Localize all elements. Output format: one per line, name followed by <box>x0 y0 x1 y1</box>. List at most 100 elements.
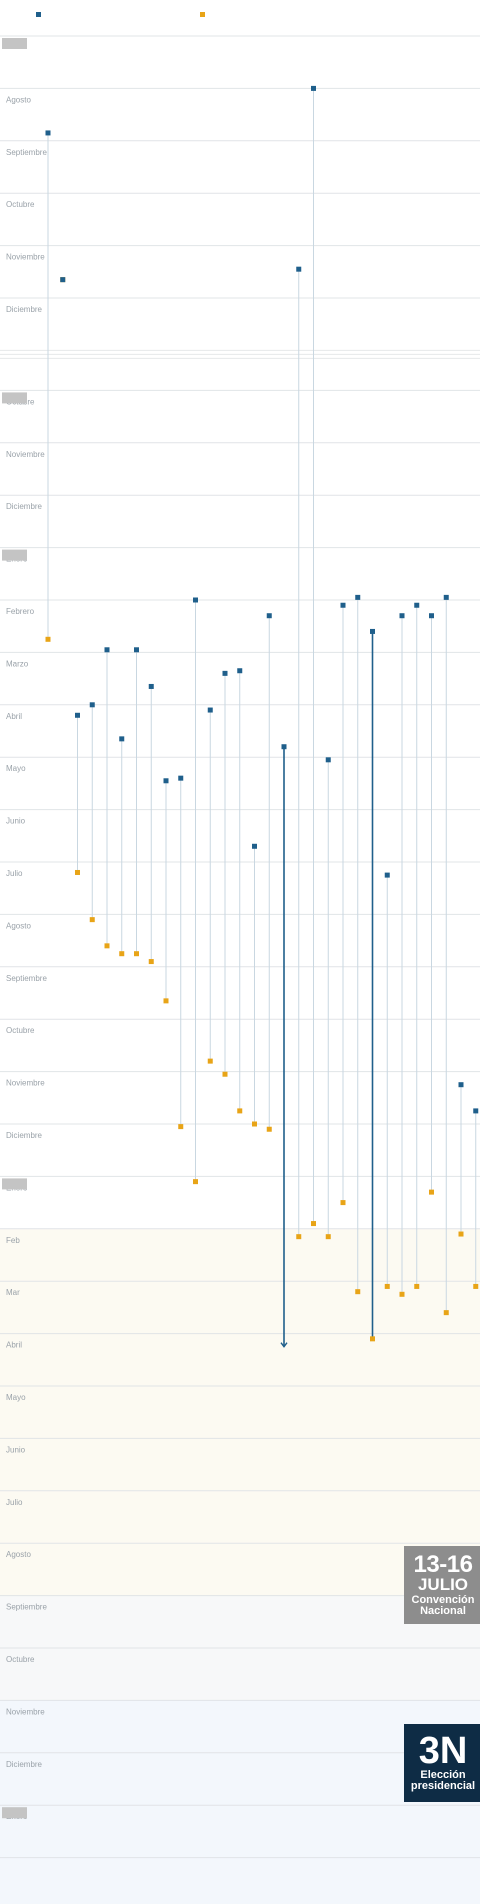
start-marker <box>399 613 405 619</box>
phase-band <box>0 1700 480 1904</box>
month-label: Octubre <box>6 1026 35 1035</box>
year-marker <box>2 1178 27 1190</box>
month-label: Abril <box>6 712 22 721</box>
month-label: Agosto <box>6 1550 31 1559</box>
start-marker <box>222 670 228 676</box>
convention-line2: Nacional <box>420 1605 466 1617</box>
end-marker <box>429 1189 434 1195</box>
start-marker <box>207 707 213 713</box>
month-label: Feb <box>6 1236 20 1245</box>
end-marker <box>237 1108 243 1114</box>
start-marker <box>355 594 361 600</box>
election-badge: 3N Elección presidencial <box>404 1724 480 1802</box>
month-label: Junio <box>6 817 26 826</box>
end-marker <box>384 1283 390 1289</box>
start-marker <box>163 778 169 784</box>
end-marker <box>104 943 110 949</box>
end-marker <box>458 1231 464 1237</box>
month-label: Febrero <box>6 607 35 616</box>
month-label: Julio <box>6 869 23 878</box>
month-label: Agosto <box>6 95 31 104</box>
month-label: Diciembre <box>6 1131 43 1140</box>
convention-month: JULIO <box>417 1575 469 1594</box>
start-marker <box>89 702 95 708</box>
start-marker <box>370 628 375 634</box>
start-marker <box>311 85 316 91</box>
start-marker <box>134 647 139 653</box>
month-label: Mayo <box>6 1393 26 1402</box>
start-marker <box>414 602 420 608</box>
election-date: 3N <box>418 1730 468 1772</box>
end-marker <box>296 1234 302 1240</box>
end-marker <box>340 1200 346 1206</box>
start-marker <box>384 872 390 878</box>
month-label: Noviembre <box>6 1079 45 1088</box>
end-marker <box>45 636 51 642</box>
end-marker <box>325 1234 331 1240</box>
end-marker <box>89 917 95 923</box>
legend-swatch-start <box>36 12 41 17</box>
start-marker <box>429 613 434 619</box>
start-marker <box>148 683 154 689</box>
year-marker <box>2 392 27 404</box>
start-marker <box>178 775 184 781</box>
end-marker <box>193 1179 198 1185</box>
month-label: Diciembre <box>6 1760 43 1769</box>
year-marker <box>2 1807 27 1819</box>
month-label: Octubre <box>6 1655 35 1664</box>
start-marker <box>281 744 287 750</box>
month-label: Diciembre <box>6 305 43 314</box>
end-marker <box>207 1058 213 1064</box>
month-label: Noviembre <box>6 253 45 262</box>
end-marker <box>163 998 169 1004</box>
start-marker <box>104 647 110 653</box>
end-marker <box>443 1310 449 1316</box>
election-line1: Elección <box>420 1769 466 1781</box>
end-marker <box>75 869 80 875</box>
month-label: Agosto <box>6 921 31 930</box>
start-marker <box>296 266 302 272</box>
month-label: Mayo <box>6 764 26 773</box>
end-marker <box>252 1121 257 1127</box>
month-label: Julio <box>6 1498 23 1507</box>
legend <box>36 12 205 17</box>
end-marker <box>134 951 139 957</box>
start-marker <box>60 277 66 283</box>
end-marker <box>119 951 125 957</box>
end-marker <box>370 1336 375 1342</box>
end-marker <box>266 1126 272 1132</box>
start-marker <box>237 668 243 674</box>
end-marker <box>473 1283 479 1289</box>
end-marker <box>222 1071 228 1077</box>
start-marker <box>443 594 449 600</box>
month-label: Septiembre <box>6 148 47 157</box>
convention-badge: 13-16 JULIO Convención Nacional <box>404 1546 480 1624</box>
month-label: Noviembre <box>6 450 45 459</box>
start-marker <box>340 602 346 608</box>
month-label: Diciembre <box>6 502 43 511</box>
month-label: Septiembre <box>6 1603 47 1612</box>
start-marker <box>193 597 198 603</box>
year-marker <box>2 38 27 49</box>
start-marker <box>252 843 257 849</box>
start-marker <box>45 130 51 136</box>
end-marker <box>178 1124 184 1130</box>
end-marker <box>414 1283 420 1289</box>
election-line2: presidencial <box>410 1780 476 1792</box>
legend-swatch-end <box>200 12 205 17</box>
month-label: Septiembre <box>6 974 47 983</box>
ongoing-arrow <box>280 1342 288 1348</box>
start-marker <box>458 1082 464 1088</box>
month-label: Mar <box>6 1288 20 1297</box>
candidate-lines <box>47 88 477 1348</box>
month-label: Junio <box>6 1445 26 1454</box>
start-marker <box>119 736 125 742</box>
convention-date: 13-16 <box>413 1551 473 1578</box>
end-marker <box>311 1221 316 1227</box>
start-marker <box>325 757 331 763</box>
start-marker <box>75 712 80 718</box>
phase-band <box>0 1228 480 1596</box>
end-marker <box>148 959 154 965</box>
month-label: Abril <box>6 1341 22 1350</box>
